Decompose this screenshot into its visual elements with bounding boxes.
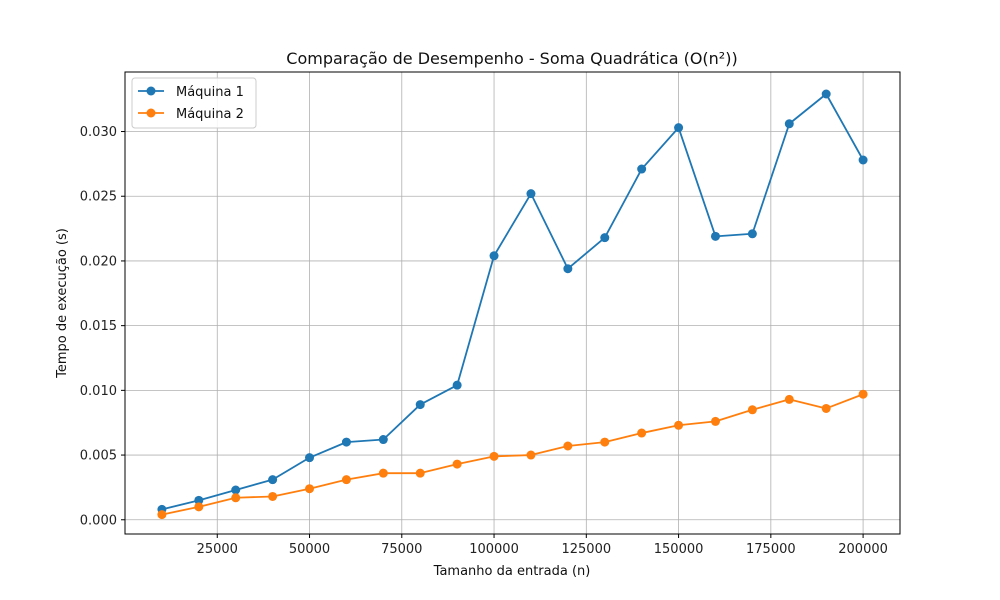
data-point-series-2 [415,468,425,478]
data-point-series-2 [858,389,868,399]
y-tick-label: 0.005 [80,449,117,464]
x-tick-label: 50000 [289,542,330,557]
x-tick-label: 200000 [838,542,888,557]
data-point-series-1 [415,400,425,410]
legend-label-maquina-1: Máquina 1 [176,85,244,100]
data-point-series-2 [305,484,315,494]
data-point-series-2 [637,428,647,438]
data-point-series-2 [157,510,167,520]
data-point-series-1 [452,380,462,390]
series-line-1 [161,93,864,511]
x-tick-label: 75000 [381,542,422,557]
legend: Máquina 1 Máquina 2 [131,77,257,129]
data-point-series-2 [747,405,757,415]
data-point-series-1 [784,119,794,129]
data-point-series-1 [305,453,315,463]
data-point-series-1 [194,495,204,505]
x-tick-label: 25000 [197,542,238,557]
y-tick-label: 0.020 [80,254,117,269]
y-tick-label: 0.010 [80,384,117,399]
data-point-series-2 [341,475,351,485]
series-layer [157,89,868,520]
chart-title: Comparação de Desempenho - Soma Quadráti… [286,49,737,68]
data-point-series-1 [858,155,868,165]
data-point-series-1 [341,437,351,447]
data-point-series-1 [674,123,684,133]
data-point-series-1 [637,164,647,174]
data-point-series-2 [563,441,573,451]
legend-label-maquina-2: Máquina 2 [176,107,244,122]
data-point-series-2 [378,468,388,478]
data-point-series-1 [231,485,241,495]
plot-frame [124,71,901,535]
data-point-series-1 [489,251,499,261]
x-tick-label: 150000 [654,542,704,557]
y-tick-label: 0.000 [80,513,117,528]
data-point-series-1 [747,229,757,239]
data-point-series-1 [600,233,610,243]
data-point-series-2 [231,493,241,503]
x-tick-label: 175000 [746,542,796,557]
y-tick-label: 0.025 [80,190,117,205]
data-point-series-2 [710,416,720,426]
legend-marker-maquina-1 [146,86,156,96]
x-tick-label: 125000 [561,542,611,557]
data-point-series-2 [600,437,610,447]
y-axis-label: Tempo de execução (s) [55,228,70,379]
data-point-series-2 [674,420,684,430]
data-point-series-1 [268,475,278,485]
data-point-series-2 [452,459,462,469]
data-point-series-1 [710,231,720,241]
axis-ticks: 25000 50000 75000 100000 125000 150000 175000 2… [80,125,888,557]
data-point-series-2 [526,450,536,460]
x-axis-label: Tamanho da entrada (n) [433,564,591,579]
data-point-series-1 [821,89,831,99]
data-point-series-1 [378,435,388,445]
data-point-series-2 [194,502,204,512]
data-point-series-1 [563,264,573,274]
data-point-series-2 [821,403,831,413]
legend-marker-maquina-2 [146,108,156,118]
data-point-series-1 [526,189,536,199]
data-point-series-2 [784,394,794,404]
y-tick-label: 0.015 [80,319,117,334]
series-line-2 [161,393,864,516]
data-point-series-2 [268,491,278,501]
x-tick-label: 100000 [469,542,519,557]
data-point-series-2 [489,451,499,461]
y-tick-label: 0.030 [80,125,117,140]
